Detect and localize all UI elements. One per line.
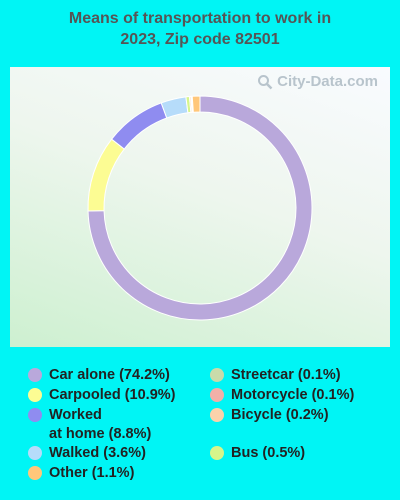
legend-item: Streetcar (0.1%) xyxy=(210,366,341,385)
legend-item: Carpooled (10.9%) xyxy=(28,386,176,405)
chart-title-line-1: Means of transportation to work in xyxy=(68,10,332,27)
watermark-text: City-Data.com xyxy=(277,73,378,90)
legend-label: Walked (3.6%) xyxy=(49,445,146,461)
legend-item: Walked (3.6%) xyxy=(28,444,146,463)
watermark: City-Data.com xyxy=(257,73,378,90)
legend-swatch xyxy=(28,388,42,402)
plot-area: City-Data.com xyxy=(10,67,390,347)
legend-label: Other (1.1%) xyxy=(49,465,135,481)
legend-label: Carpooled (10.9%) xyxy=(49,387,176,403)
donut-chart xyxy=(87,95,313,321)
legend-swatch xyxy=(210,446,224,460)
legend-item: Car alone (74.2%) xyxy=(28,366,170,385)
legend-label: Bus (0.5%) xyxy=(231,445,306,461)
legend-swatch xyxy=(28,368,42,382)
legend-label: Motorcycle (0.1%) xyxy=(231,387,355,403)
legend-swatch xyxy=(28,408,42,422)
legend-swatch xyxy=(210,368,224,382)
legend-item: Other (1.1%) xyxy=(28,464,134,483)
legend-label: Streetcar (0.1%) xyxy=(231,367,341,383)
legend-item: Worked at home (8.8%) xyxy=(28,406,151,444)
legend-swatch xyxy=(28,446,42,460)
donut-slice xyxy=(87,138,125,212)
donut-slice xyxy=(110,102,168,150)
search-icon xyxy=(258,74,273,89)
legend-swatch xyxy=(210,408,224,422)
chart-title-line-2: 2023, Zip code 82501 xyxy=(120,31,280,48)
legend-label: Car alone (74.2%) xyxy=(49,367,170,383)
donut-slice xyxy=(87,95,313,321)
donut-slice xyxy=(191,95,201,113)
legend-item: Motorcycle (0.1%) xyxy=(210,386,354,405)
donut-slice xyxy=(160,96,189,119)
legend-swatch xyxy=(28,466,42,480)
legend-item: Bus (0.5%) xyxy=(210,444,305,463)
legend-label: Worked at home (8.8%) xyxy=(49,407,152,442)
legend-swatch xyxy=(210,388,224,402)
legend-label: Bicycle (0.2%) xyxy=(231,407,329,423)
chart-title: Means of transportation to work in 2023,… xyxy=(0,8,400,50)
legend-item: Bicycle (0.2%) xyxy=(210,406,329,425)
